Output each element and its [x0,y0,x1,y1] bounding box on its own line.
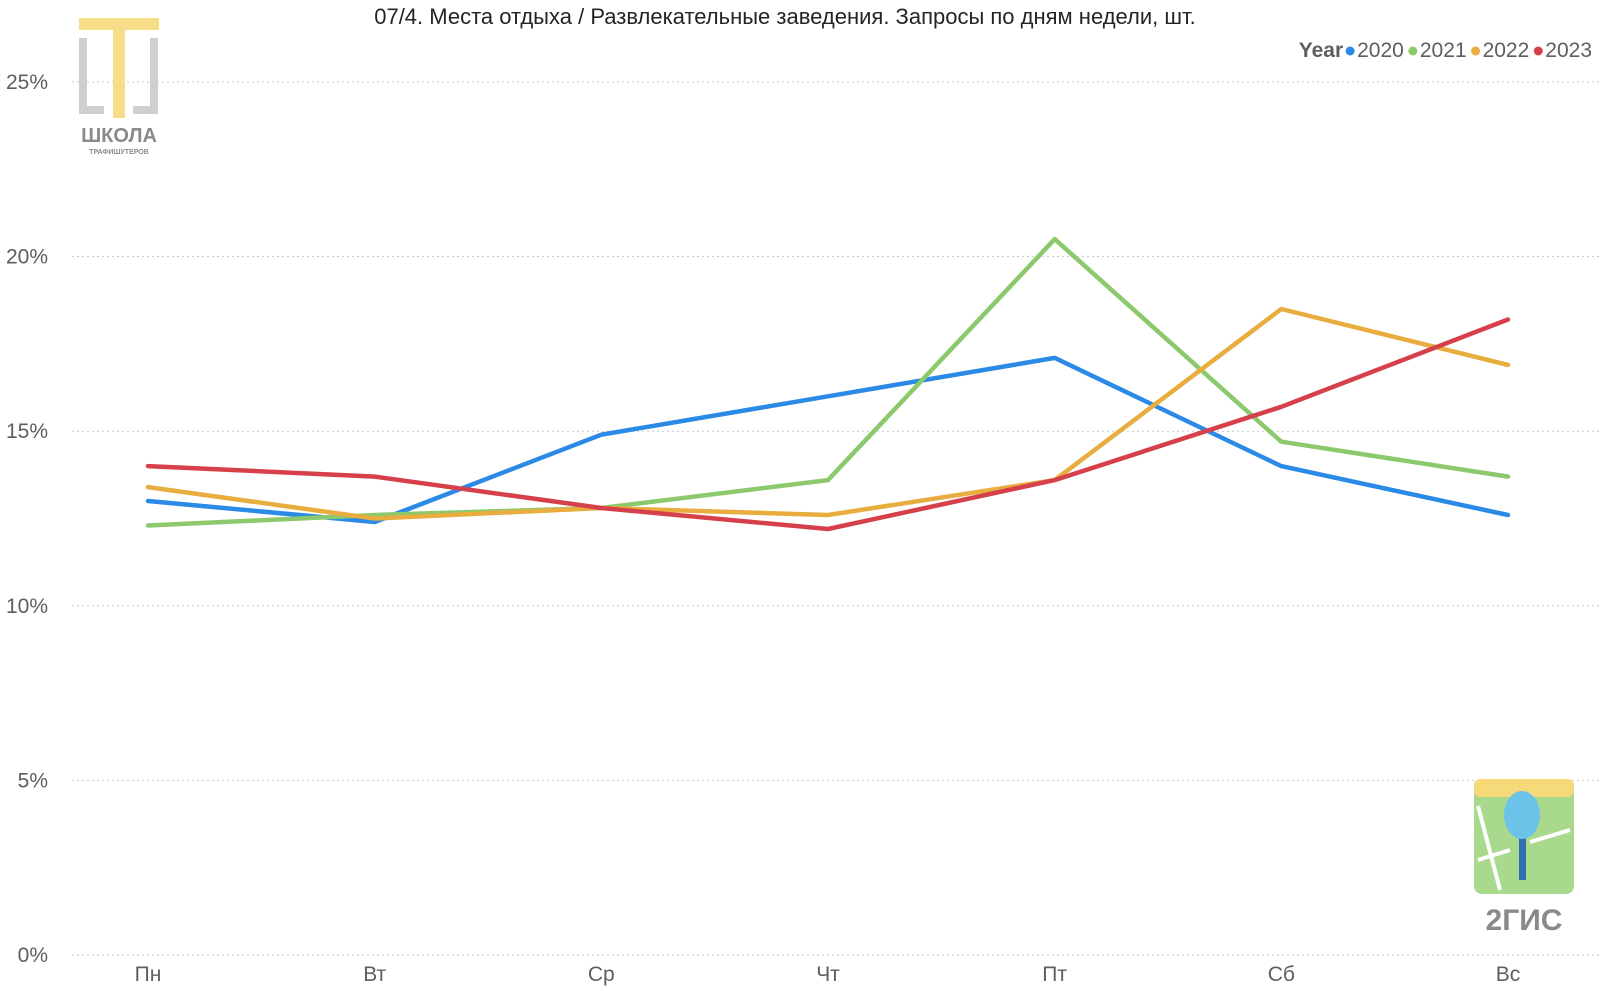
legend-item-2021[interactable]: 2021 [1408,39,1467,62]
school-logo: ШКОЛА ТРАФИШУТЕРОВ [79,18,159,156]
y-axis-ticks: 0% 5% 10% 15% 20% 25% [6,71,48,967]
legend-item-2023[interactable]: 2023 [1533,39,1592,62]
series-line-2023[interactable] [145,317,1511,532]
x-tick-label: Пт [1042,963,1067,986]
2gis-logo-text: 2ГИС [1486,904,1563,937]
series-line-2022[interactable] [145,306,1511,521]
school-logo-name: ШКОЛА [81,125,157,147]
x-tick-label: Сб [1268,963,1295,986]
x-tick-label: Вс [1496,963,1521,986]
legend-label: 2020 [1357,39,1404,62]
y-tick-label: 0% [18,944,48,967]
y-tick-label: 15% [6,420,48,443]
series-lines [145,236,1511,532]
2gis-logo: 2ГИС [1474,779,1574,937]
x-tick-label: Вт [363,963,386,986]
series-line-2021[interactable] [145,236,1511,528]
school-logo-subtitle: ТРАФИШУТЕРОВ [89,149,149,156]
chart-title: 07/4. Места отдыха / Развлекательные зав… [374,4,1196,29]
legend-marker [1408,46,1418,56]
legend-marker [1345,46,1355,56]
legend-item-2022[interactable]: 2022 [1471,39,1529,62]
x-tick-label: Пн [135,963,162,986]
legend-label: 2023 [1545,39,1592,62]
legend-label: 2022 [1483,39,1530,62]
y-tick-label: 5% [18,769,48,792]
legend-title: Year [1299,39,1343,62]
y-tick-label: 10% [6,595,48,618]
x-tick-label: Ср [588,963,615,986]
y-tick-label: 25% [6,71,48,94]
legend-item-2020[interactable]: 2020 [1345,39,1404,62]
legend-label: 2021 [1420,39,1467,62]
legend-marker [1471,46,1481,56]
series-line-2020[interactable] [145,355,1511,525]
y-tick-label: 20% [6,246,48,269]
legend[interactable]: Year 2023 2022 2021 2020 [1299,39,1592,62]
legend-marker [1533,46,1543,56]
x-axis-ticks: Пн Вт Ср Чт Пт Сб Вс [135,963,1521,986]
x-tick-label: Чт [816,963,840,986]
